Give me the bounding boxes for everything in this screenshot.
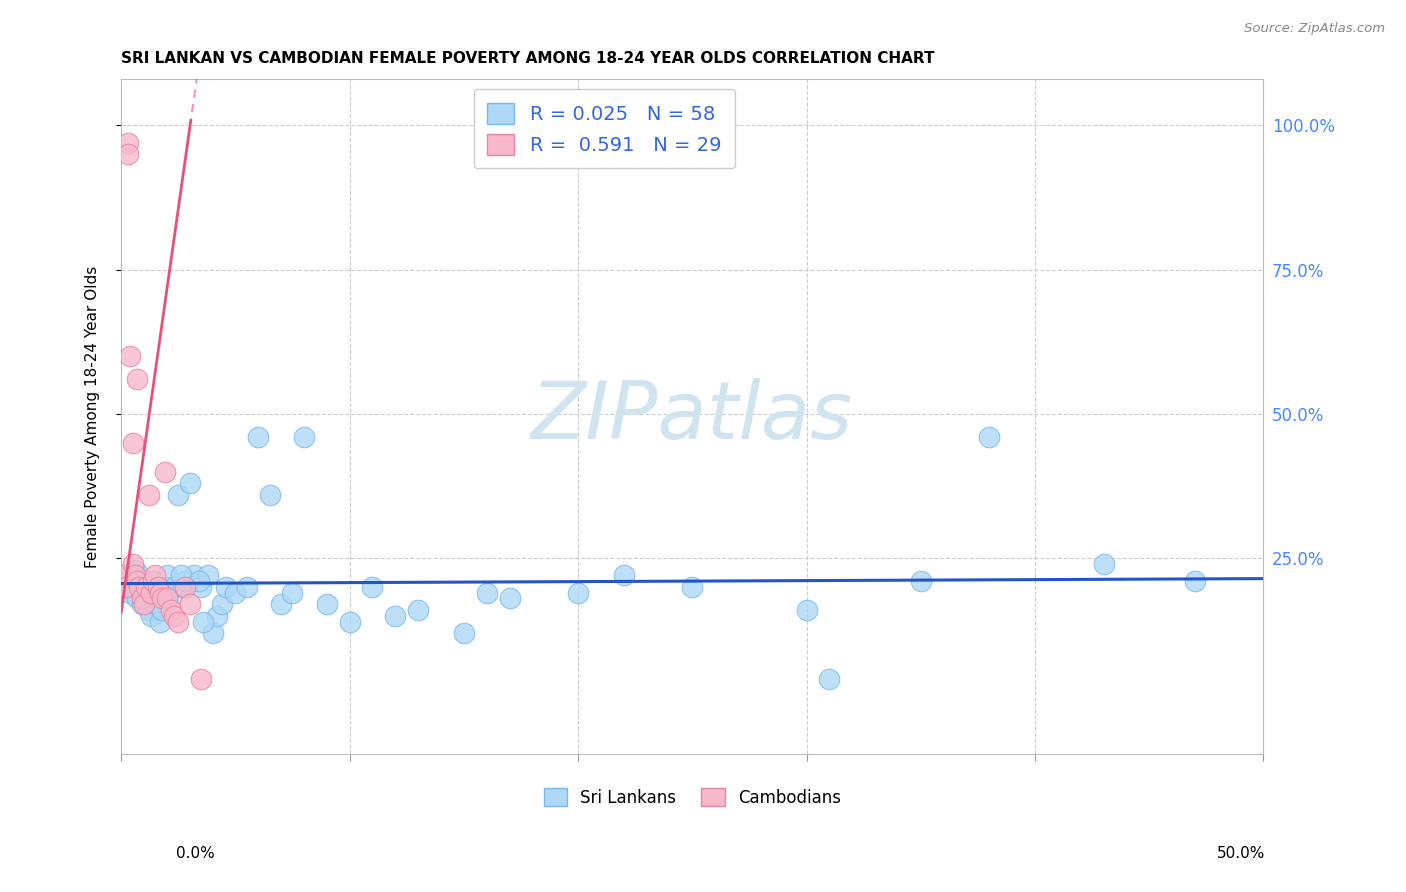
Point [145, 568, 167, 582]
Point [315, 597, 337, 611]
Point [156, 591, 179, 606]
Point [201, 626, 224, 640]
Point [167, 615, 190, 629]
Text: Source: ZipAtlas.com: Source: ZipAtlas.com [1244, 22, 1385, 36]
Point [131, 591, 153, 606]
Point [117, 147, 139, 161]
Point [145, 597, 167, 611]
Point [979, 430, 1001, 444]
Point [183, 568, 205, 582]
Point [114, 580, 136, 594]
Point [135, 580, 157, 594]
Point [114, 568, 136, 582]
Point [281, 585, 304, 599]
Point [259, 488, 281, 502]
Point [567, 585, 589, 599]
Point [224, 585, 246, 599]
Point [112, 568, 135, 582]
Point [142, 591, 165, 606]
Text: 50.0%: 50.0% [1218, 846, 1265, 861]
Point [156, 568, 179, 582]
Text: SRI LANKAN VS CAMBODIAN FEMALE POVERTY AMONG 18-24 YEAR OLDS CORRELATION CHART: SRI LANKAN VS CAMBODIAN FEMALE POVERTY A… [121, 51, 935, 66]
Point [121, 557, 143, 571]
Point [138, 603, 160, 617]
Point [121, 574, 143, 589]
Point [146, 585, 169, 599]
Point [193, 615, 215, 629]
Point [124, 563, 146, 577]
Point [215, 580, 238, 594]
Point [236, 580, 259, 594]
Point [475, 585, 498, 599]
Point [120, 585, 142, 599]
Point [453, 626, 475, 640]
Point [127, 574, 149, 589]
Point [211, 597, 233, 611]
Point [1184, 574, 1206, 589]
Point [910, 574, 932, 589]
Point [128, 580, 150, 594]
Point [167, 488, 190, 502]
Point [292, 430, 315, 444]
Point [681, 580, 703, 594]
Point [190, 672, 212, 686]
Text: ZIPatlas: ZIPatlas [531, 378, 853, 456]
Point [127, 372, 149, 386]
Point [117, 136, 139, 150]
Point [174, 574, 197, 589]
Point [796, 603, 818, 617]
Point [179, 476, 201, 491]
Point [174, 580, 197, 594]
Point [247, 430, 270, 444]
Point [1092, 557, 1115, 571]
Point [131, 597, 153, 611]
Point [818, 672, 841, 686]
Point [339, 615, 361, 629]
Point [406, 603, 429, 617]
Point [150, 591, 173, 606]
Point [127, 591, 149, 606]
Point [197, 568, 219, 582]
Point [153, 580, 176, 594]
Point [163, 608, 186, 623]
Point [132, 597, 155, 611]
Point [142, 574, 165, 589]
Point [150, 603, 173, 617]
Point [139, 585, 162, 599]
Point [146, 580, 169, 594]
Point [190, 580, 212, 594]
Point [135, 580, 157, 594]
Point [124, 568, 146, 582]
Point [138, 488, 160, 502]
Point [205, 608, 228, 623]
Point [169, 568, 191, 582]
Point [613, 568, 636, 582]
Point [498, 591, 520, 606]
Point [384, 608, 406, 623]
Point [270, 597, 292, 611]
Point [120, 349, 142, 363]
Point [172, 580, 194, 594]
Point [128, 568, 150, 582]
Point [153, 465, 176, 479]
Legend: Sri Lankans, Cambodians: Sri Lankans, Cambodians [537, 781, 848, 814]
Point [149, 585, 172, 599]
Point [361, 580, 384, 594]
Point [163, 580, 186, 594]
Point [149, 615, 172, 629]
Point [117, 580, 139, 594]
Point [139, 608, 162, 623]
Point [132, 585, 155, 599]
Point [160, 603, 183, 617]
Point [187, 574, 209, 589]
Point [179, 597, 201, 611]
Point [160, 591, 183, 606]
Point [121, 435, 143, 450]
Text: 0.0%: 0.0% [176, 846, 215, 861]
Y-axis label: Female Poverty Among 18-24 Year Olds: Female Poverty Among 18-24 Year Olds [86, 266, 100, 568]
